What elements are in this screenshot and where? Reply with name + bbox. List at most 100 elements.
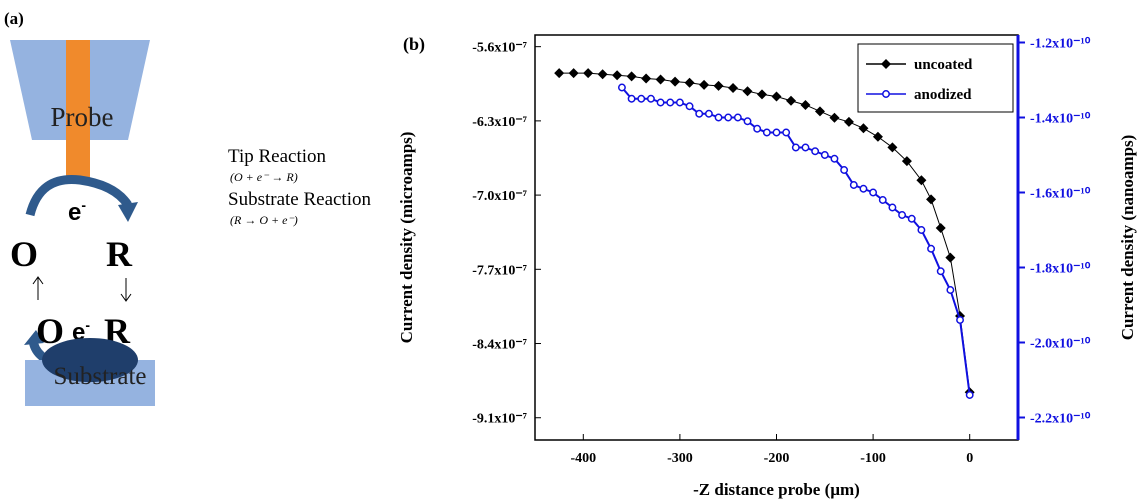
marker [907,214,916,223]
marker [829,112,840,123]
marker [936,267,945,276]
y-tick-label: -9.1x10⁻⁷ [472,412,527,427]
y-tick-label: -7.7x10⁻⁷ [472,263,527,278]
marker [840,166,849,174]
marker [742,86,753,97]
x-axis-label: -Z distance probe (µm) [693,480,860,499]
marker [849,181,858,189]
marker [935,222,946,233]
arrow-up [32,276,44,300]
legend-box [857,43,1014,113]
marker [655,74,666,85]
marker [695,109,704,118]
panel-label: (b) [403,34,425,55]
marker [554,68,565,79]
marker [641,73,652,84]
marker [699,79,710,90]
substrate-formula: (R → O + e⁻) [230,213,298,227]
marker [583,68,594,79]
marker [859,184,868,193]
marker [627,94,636,103]
y2-tick-label: -1.4x10⁻¹⁰ [1030,112,1091,127]
tip-reaction: Tip Reaction [228,146,326,167]
panel-a: (a) Probe e- O R O e- R Substrate Tip Re… [4,9,371,406]
marker [713,80,724,91]
marker [617,83,626,92]
y2-tick-label: -2.0x10⁻¹⁰ [1030,337,1091,352]
marker [675,98,684,107]
marker [800,99,811,110]
y-tick-label: -7.0x10⁻⁷ [472,189,527,204]
panel-b: (b) -400 -300 -200 -100 0 -5.6x10⁻⁷ -6.3x10⁻⁷ -7… [397,34,1137,499]
marker [637,94,646,103]
legend-label: anodized [914,87,972,103]
species-o: O [10,234,38,274]
marker [830,154,839,163]
marker [656,98,665,107]
probe-wire [66,40,90,180]
marker [916,175,927,186]
marker [820,151,829,159]
marker [724,113,733,122]
marker [956,316,964,324]
x-tick-label: -200 [764,451,790,466]
marker [743,117,752,126]
marker [685,102,694,111]
marker [965,391,974,399]
marker [872,131,883,142]
marker [917,226,926,234]
y-tick-label: -5.6x10⁻⁷ [472,41,527,56]
marker [762,128,771,137]
legend-label: uncoated [914,57,973,73]
marker [684,77,695,88]
species-r: R [106,234,133,274]
marker [666,98,675,107]
marker [612,70,623,81]
y-axis-label: Current density (microamps) [397,132,416,344]
y2-axis-label: Current density (nanoamps) [1118,135,1137,341]
arrow-down [120,278,132,302]
marker [646,94,655,103]
marker [568,68,579,79]
substrate-reaction: Substrate Reaction [228,189,371,210]
marker [887,142,898,153]
marker [814,106,825,117]
electron: e- [68,197,86,226]
marker [946,286,955,294]
x-tick-label: -100 [860,451,886,466]
marker [704,109,713,118]
marker [782,128,791,137]
x-tick-label: 0 [966,451,973,466]
x-tick-label: -400 [570,451,596,466]
panel-label: (a) [4,9,24,28]
marker [811,147,820,156]
arrow-head [24,330,44,345]
marker [869,188,878,197]
y2-tick-label: -2.2x10⁻¹⁰ [1030,412,1091,427]
arrow-top [25,174,132,217]
marker [785,95,796,106]
y-tick-label: -8.4x10⁻⁷ [472,338,527,353]
substrate-label: Substrate [53,363,146,390]
y2-tick-label: -1.6x10⁻¹⁰ [1030,187,1091,202]
marker [626,71,637,82]
legend-marker [882,90,890,98]
marker [858,123,869,134]
tip-formula: (O + e⁻ → R) [230,170,298,184]
marker [757,89,768,100]
y2-tick-label: -1.2x10⁻¹⁰ [1030,37,1091,52]
marker [945,252,956,263]
marker [888,203,897,212]
series-line [559,72,971,393]
marker [753,124,762,133]
marker [728,83,739,94]
marker [801,143,810,152]
marker [597,69,608,80]
marker [878,196,887,204]
marker [771,91,782,102]
series-line [621,86,971,396]
marker [772,128,781,137]
arrow-head [118,202,138,222]
probe-label: Probe [51,102,114,132]
